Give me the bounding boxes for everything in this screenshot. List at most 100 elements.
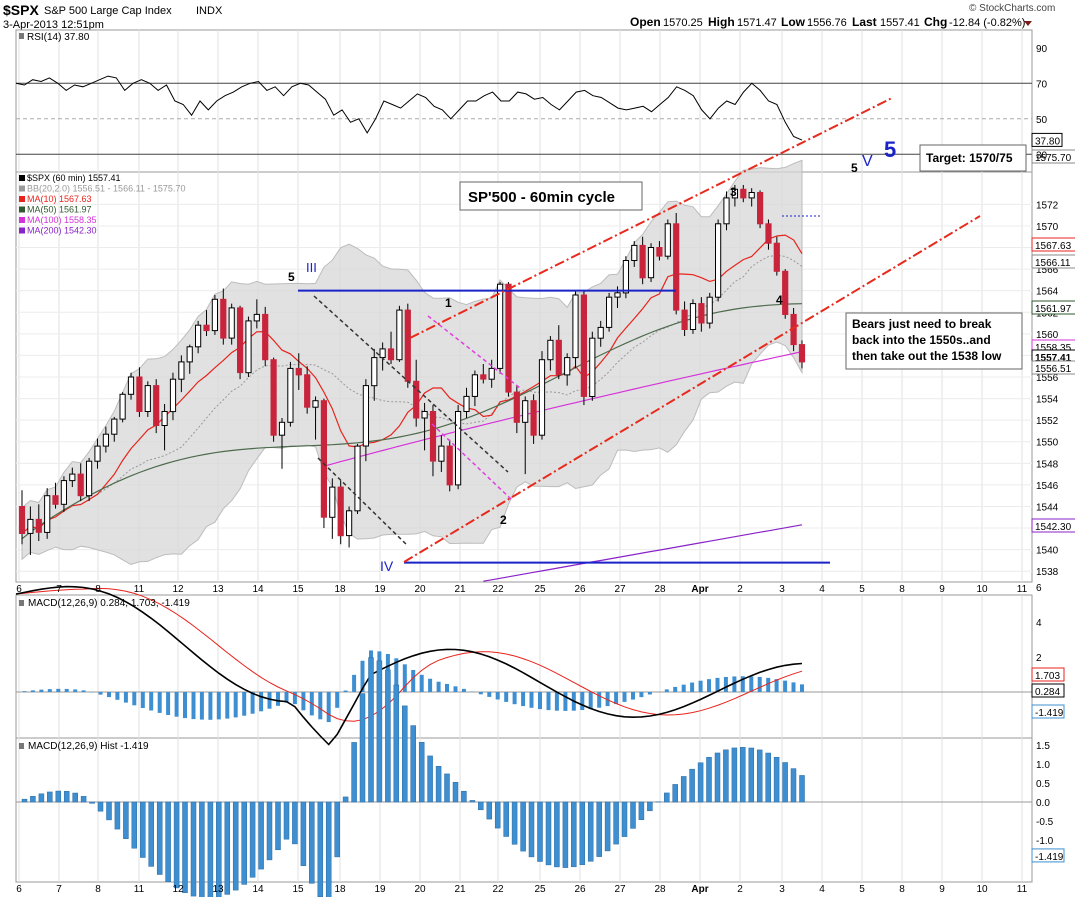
hist-bar [376, 660, 383, 803]
legend-swatch [19, 33, 24, 39]
rsi-tick-label: 70 [1036, 79, 1048, 90]
price-tag-label: 1542.30 [1035, 522, 1072, 533]
hist-bar [258, 801, 264, 870]
candle [656, 241, 663, 261]
candle-body [782, 270, 789, 315]
hist-bar [638, 801, 645, 820]
candle-body [228, 307, 235, 339]
macd-hist-bar [757, 677, 762, 693]
macd-hist-bar [326, 692, 331, 723]
price-tag: 1575.70 [1031, 149, 1075, 164]
price-layer [18, 97, 981, 582]
candle-body [287, 367, 294, 423]
x-tick-label: 28 [654, 884, 666, 895]
legend-swatch [19, 743, 24, 749]
candle [446, 439, 453, 492]
candle [530, 394, 537, 444]
candle [44, 488, 51, 539]
candle [681, 301, 688, 336]
hist-tag-frame [1031, 848, 1065, 863]
hist-bar [765, 752, 771, 803]
price-tag-label: 1567.63 [1035, 241, 1072, 252]
macd-hist-bar [115, 692, 120, 700]
x-tick-label: 3 [779, 584, 785, 595]
x-tick-label: 22 [492, 584, 504, 595]
candle [664, 219, 671, 260]
candle-body [295, 367, 302, 376]
candle [413, 359, 420, 427]
macd-tag-frame [1031, 683, 1065, 698]
macd-hist-bar [546, 692, 551, 711]
hist-bar [706, 757, 712, 803]
candle-body [329, 486, 336, 518]
candle-body [497, 283, 504, 369]
macd-legend: MACD(12,26,9) 0.284, 1.703, -1.419 [19, 598, 190, 609]
hist-bar [773, 756, 780, 803]
macd-hist-bar [461, 688, 466, 692]
price-tick-label: 1564 [1036, 287, 1059, 298]
candle [371, 348, 378, 401]
note-line: back into the 1550s..and [852, 333, 991, 347]
quote-bar: Open 1570.25 High 1571.47 Low 1556.76 La… [630, 15, 1032, 29]
macd-hist-bar [360, 660, 365, 692]
candle [178, 355, 185, 393]
candle [52, 482, 59, 509]
macd-hist-bar [30, 690, 35, 692]
macd-hist-bar [39, 689, 44, 693]
macd-tag-label: 1.703 [1035, 671, 1060, 682]
candle-body [253, 313, 260, 322]
rsi-layer [15, 75, 1032, 155]
candle-body [413, 380, 420, 419]
candle-body [186, 346, 193, 363]
candle [169, 372, 177, 421]
hist-bar [528, 801, 535, 858]
x-tick-label: 11 [1017, 884, 1028, 895]
high-value: 1571.47 [737, 17, 777, 29]
macd-hist-bar [183, 692, 187, 719]
hist-bar [266, 801, 273, 861]
wave-label: III [306, 260, 317, 275]
macd-hist-bar [580, 692, 585, 710]
candle [69, 467, 76, 488]
high-label: High [708, 15, 735, 29]
candle-body [765, 223, 772, 244]
candle-body [102, 433, 110, 447]
legend-entry: MA(200) 1542.30 [27, 226, 97, 236]
candle-body [631, 244, 638, 261]
candle [589, 331, 596, 401]
macd-hist-bar [47, 689, 52, 693]
price-tag-label: 1558.35 [1035, 343, 1072, 354]
legend-swatch [19, 185, 25, 192]
x-tick-label: 11 [134, 884, 145, 895]
macd-hist-bar [588, 692, 593, 710]
candle-body [681, 309, 688, 331]
hist-bar [140, 801, 146, 858]
candle-body [589, 337, 596, 398]
macd-hist-bar [292, 692, 297, 705]
candle [354, 443, 361, 515]
macd-hist-bar [343, 690, 348, 693]
candle [195, 320, 202, 354]
hist-bar [680, 776, 687, 803]
hist-bar [714, 752, 721, 803]
candle-body [44, 495, 51, 533]
macd-hist-bar [647, 692, 652, 695]
price-tick-label: 1552 [1036, 416, 1059, 427]
candle-body [731, 188, 738, 199]
hist-tick-label: -1.0 [1036, 836, 1054, 847]
macd-hist-bar [783, 680, 788, 693]
hist-bar [587, 801, 594, 862]
price-tag: 1566.11 [1031, 254, 1075, 269]
macd-tag: 0.284 [1031, 683, 1065, 698]
macd-hist-bar [411, 670, 416, 693]
price-tick-label: 1554 [1036, 395, 1059, 406]
price-tick-label: 1546 [1036, 481, 1059, 492]
candle-body [86, 460, 93, 497]
macd-hist-bar [774, 679, 779, 693]
candle-body [144, 385, 151, 413]
hist-bar [156, 801, 163, 875]
hist-bar [418, 742, 425, 803]
rsi-panel [15, 29, 1033, 173]
ma50-line [21, 303, 803, 540]
candle [203, 310, 210, 336]
